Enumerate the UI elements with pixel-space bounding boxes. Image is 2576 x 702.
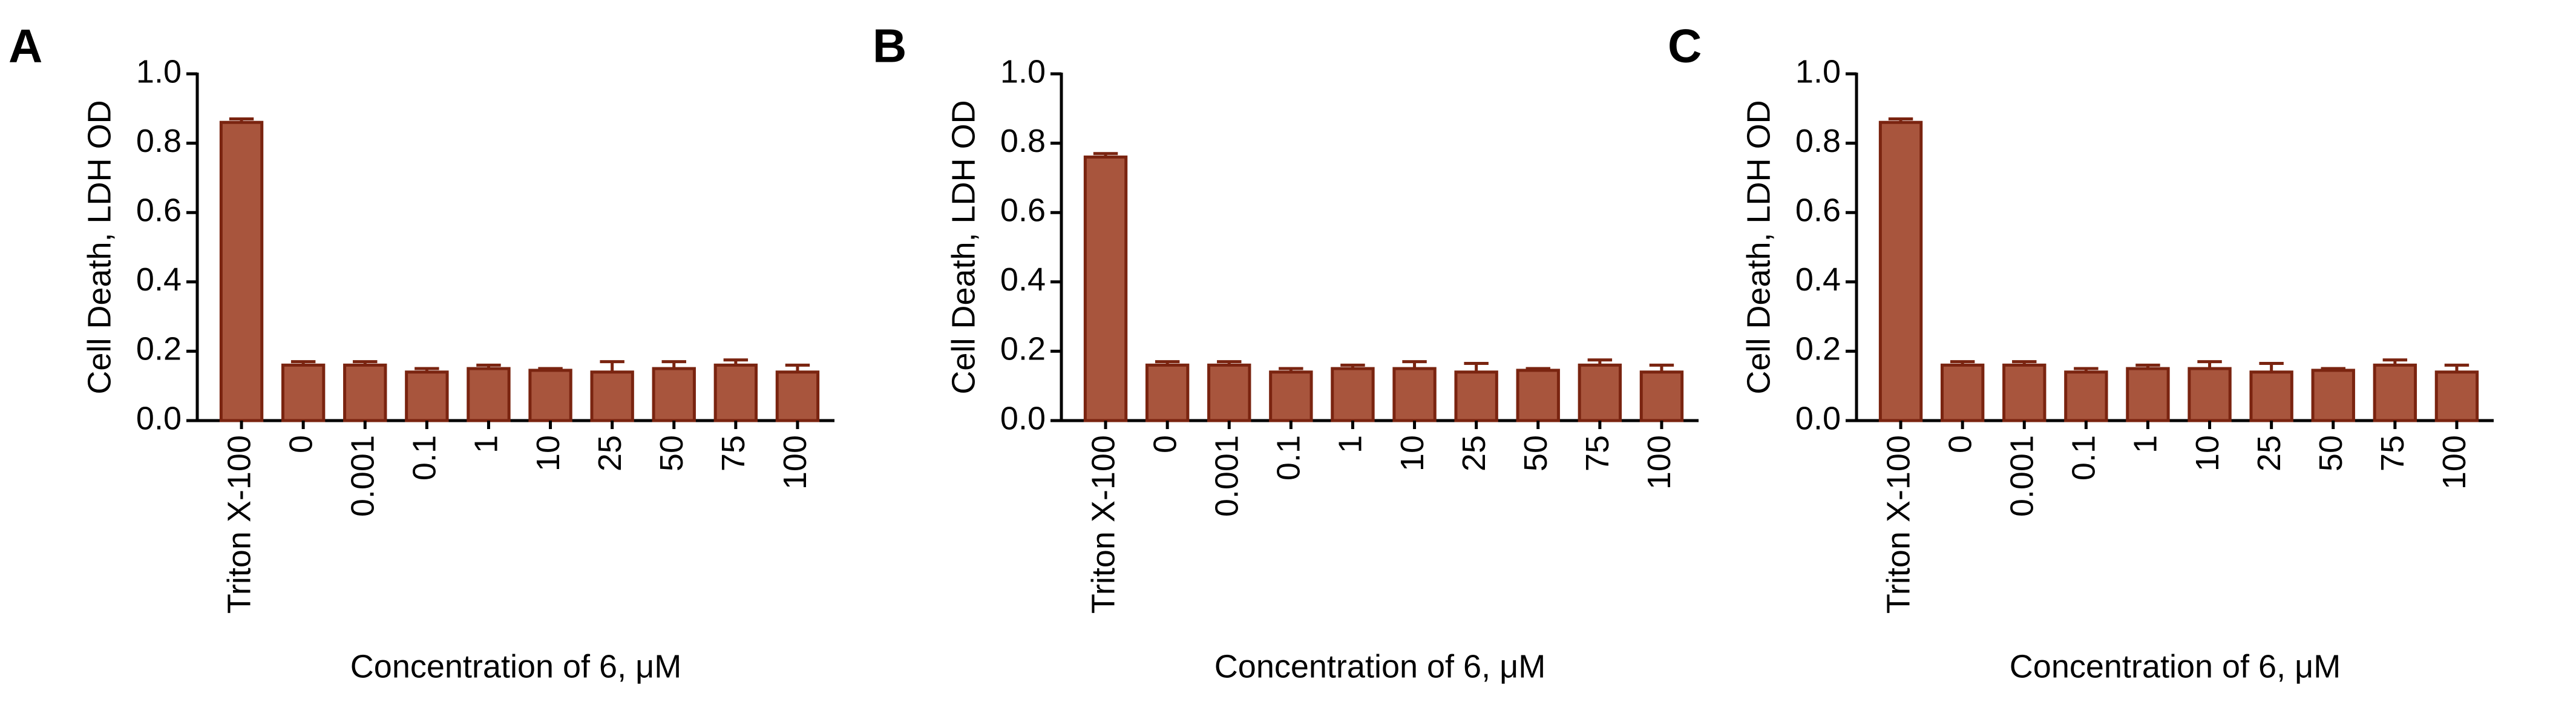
bar (2126, 367, 2170, 422)
x-tick-label: 10 (2189, 435, 2226, 471)
y-tick-label: 0.2 (1795, 331, 1841, 367)
y-tick-label: 0.0 (1000, 400, 1046, 436)
x-tick-label: 0 (283, 435, 319, 453)
x-tick-label: 25 (1456, 435, 1492, 471)
bar (2002, 363, 2047, 422)
y-axis-label: Cell Death, LDH OD (945, 100, 982, 394)
bar (343, 363, 387, 422)
bar (1392, 367, 1437, 422)
bar (1145, 363, 1190, 422)
x-tick-label: 0 (1147, 435, 1183, 453)
y-tick-label: 0.6 (136, 192, 182, 228)
bar (2434, 370, 2479, 422)
panel-letter: C (1668, 19, 1702, 73)
bar (219, 120, 264, 422)
x-tick-label: 100 (1641, 435, 1677, 490)
x-axis-label: Concentration of 6, μM (350, 648, 681, 684)
y-tick-label: 1.0 (136, 53, 182, 90)
x-tick-label: 100 (2436, 435, 2473, 490)
bar (281, 363, 326, 422)
y-tick-label: 0.4 (136, 261, 182, 298)
x-tick-label: 25 (592, 435, 628, 471)
bar (1083, 156, 1128, 422)
x-tick-label: 100 (777, 435, 813, 490)
x-axis-label: Concentration of 6, μM (2010, 648, 2341, 684)
y-tick-label: 1.0 (1000, 53, 1046, 90)
x-tick-label: 50 (2313, 435, 2349, 471)
y-tick-label: 1.0 (1795, 53, 1841, 90)
bar (467, 367, 511, 422)
bar (1207, 363, 1251, 422)
y-tick-label: 0.6 (1000, 192, 1046, 228)
y-tick-label: 0.2 (1000, 331, 1046, 367)
x-tick-label: 25 (2251, 435, 2287, 471)
x-tick-label: Triton X-100 (221, 435, 257, 614)
y-axis-label: Cell Death, LDH OD (1740, 100, 1777, 394)
bar (713, 363, 758, 422)
x-tick-label: 0.001 (2004, 435, 2040, 517)
panel-letter: A (8, 19, 42, 73)
y-tick-label: 0.0 (1795, 400, 1841, 436)
bar (1878, 120, 1923, 422)
x-tick-label: Triton X-100 (1085, 435, 1121, 614)
y-tick-label: 0.4 (1000, 261, 1046, 298)
x-tick-label: 0 (1942, 435, 1978, 453)
x-tick-label: 1 (468, 435, 505, 453)
bar (2311, 369, 2355, 422)
x-tick-label: 0.1 (2066, 435, 2102, 481)
x-tick-label: 75 (2374, 435, 2411, 471)
bar (1331, 367, 1375, 422)
panel: A Cell Death, LDH OD Concentration of 6, μ… (8, 19, 834, 684)
y-tick-label: 0.6 (1795, 192, 1841, 228)
bar (1940, 363, 1985, 422)
bar (1516, 369, 1560, 422)
bar (1639, 370, 1684, 422)
bar (1269, 370, 1313, 422)
y-tick-label: 0.2 (136, 331, 182, 367)
bar (2249, 370, 2293, 422)
y-tick-label: 0.8 (136, 123, 182, 159)
panel: B Cell Death, LDH OD Concentration of 6, μ… (873, 19, 1699, 684)
x-tick-label: 0.1 (1271, 435, 1307, 481)
y-tick-label: 0.0 (136, 400, 182, 436)
x-tick-label: Triton X-100 (1880, 435, 1916, 614)
x-tick-label: 50 (654, 435, 690, 471)
x-tick-label: 1 (2128, 435, 2164, 453)
x-tick-label: 0.1 (407, 435, 443, 481)
y-tick-label: 0.8 (1795, 123, 1841, 159)
bar (2373, 363, 2417, 422)
panel: C Cell Death, LDH OD Concentration of 6, μ… (1668, 19, 2494, 684)
bar (1454, 370, 1498, 422)
bar (652, 367, 696, 422)
x-tick-label: 50 (1518, 435, 1554, 471)
x-tick-label: 1 (1332, 435, 1369, 453)
bar (405, 370, 449, 422)
x-tick-label: 0.001 (1209, 435, 1245, 517)
x-axis-label: Concentration of 6, μM (1214, 648, 1545, 684)
bar (775, 370, 820, 422)
x-tick-label: 10 (1394, 435, 1431, 471)
y-axis-label: Cell Death, LDH OD (81, 100, 117, 394)
bar (2188, 367, 2232, 422)
bar (2064, 370, 2108, 422)
x-tick-label: 10 (530, 435, 566, 471)
bar (590, 370, 634, 422)
y-tick-label: 0.4 (1795, 261, 1841, 298)
panel-letter: B (873, 19, 906, 73)
x-tick-label: 75 (715, 435, 752, 471)
bar (528, 369, 572, 422)
y-tick-label: 0.8 (1000, 123, 1046, 159)
bar (1578, 363, 1622, 422)
x-tick-label: 75 (1579, 435, 1616, 471)
x-tick-label: 0.001 (345, 435, 381, 517)
